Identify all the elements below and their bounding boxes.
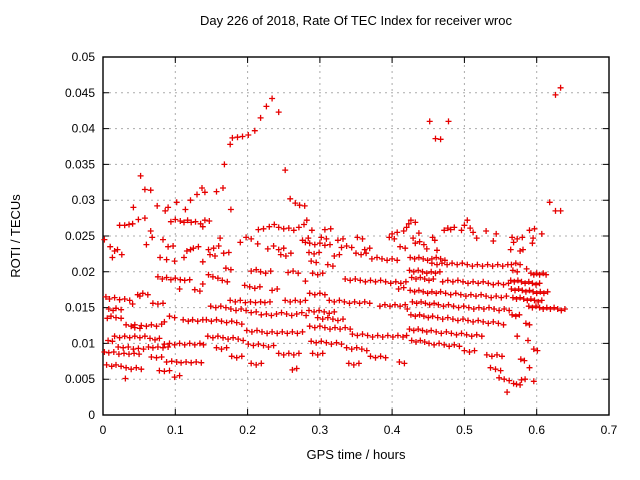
x-tick-label: 0.5 (456, 423, 473, 437)
plot-border (102, 56, 610, 416)
x-tick-label: 0.6 (528, 423, 545, 437)
y-axis-title: ROTI / TECUs (8, 194, 23, 278)
y-tick-label: 0.035 (65, 157, 95, 171)
y-tick-label: 0.045 (65, 86, 95, 100)
x-axis-title: GPS time / hours (307, 447, 406, 462)
x-tick-label: 0.7 (601, 423, 618, 437)
y-tick-label: 0.025 (65, 229, 95, 243)
data-points (101, 84, 568, 396)
chart-title: Day 226 of 2018, Rate Of TEC Index for r… (200, 13, 512, 28)
axis-tick-labels: 0 0.005 0.01 0.015 0.02 0.025 0.03 0.035 0.04 0.0… (65, 50, 618, 437)
x-tick-label: 0.4 (384, 423, 401, 437)
x-tick-label: 0.2 (239, 423, 256, 437)
y-tick-label: 0.05 (72, 50, 96, 64)
x-tick-label: 0.3 (312, 423, 329, 437)
grid-lines (103, 57, 609, 415)
y-tick-label: 0.005 (65, 372, 95, 386)
y-tick-label: 0.01 (72, 336, 96, 350)
y-tick-label: 0 (88, 408, 95, 422)
x-tick-label: 0.1 (167, 423, 184, 437)
x-tick-label: 0 (100, 423, 107, 437)
y-tick-label: 0.04 (72, 122, 96, 136)
y-tick-label: 0.015 (65, 301, 95, 315)
y-tick-label: 0.03 (72, 193, 96, 207)
y-tick-label: 0.02 (72, 265, 96, 279)
